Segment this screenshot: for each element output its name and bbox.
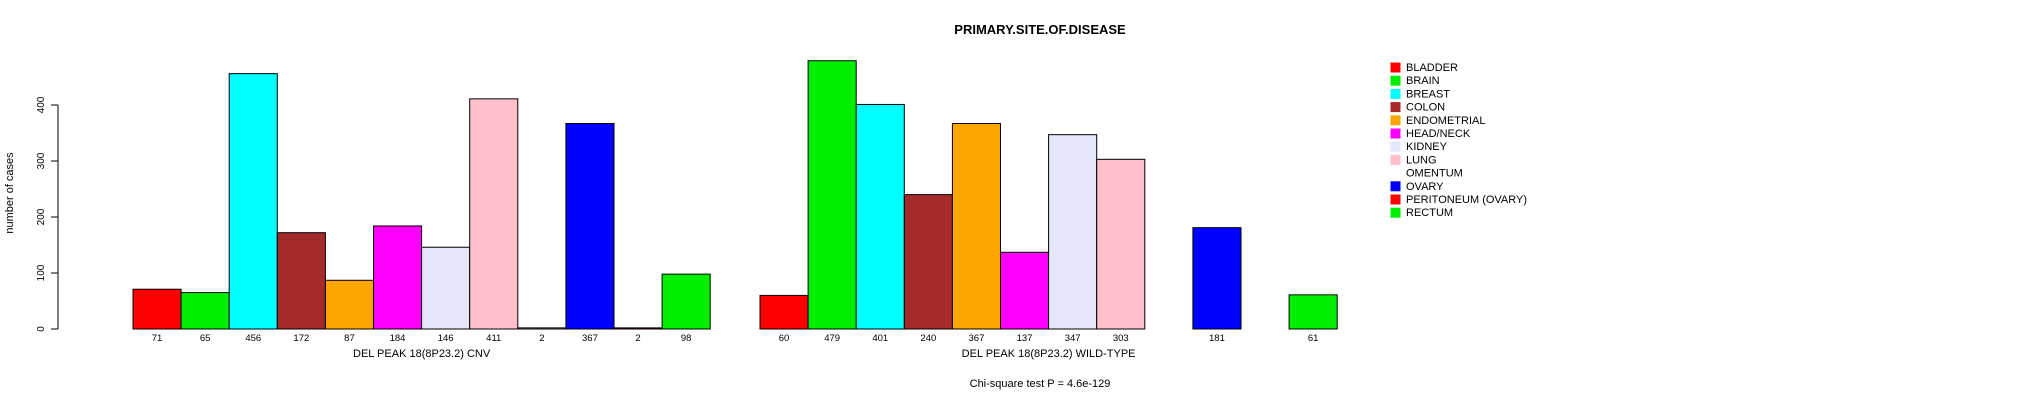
y-tick-label: 400 — [36, 96, 47, 113]
count-label-head-neck: 137 — [1017, 333, 1033, 344]
bar-endometrial — [951, 122, 1002, 330]
bar-brain — [180, 292, 230, 330]
legend-swatch — [1390, 102, 1401, 113]
count-label-lung: 411 — [486, 333, 501, 344]
bar-ovary — [565, 122, 615, 330]
count-label-brain: 479 — [824, 333, 840, 344]
bar-ovary — [1192, 227, 1242, 330]
legend-label: LUNG — [1406, 154, 1437, 166]
panel-del-peak-18-8p23-2-wild-type: 60 479 401 240 367 137 347 303 181 61 DEL PEAK 18(… — [759, 60, 1338, 360]
bar-rectum — [1288, 294, 1338, 330]
bar-kidney — [1048, 134, 1098, 330]
count-label-bladder: 71 — [152, 333, 163, 344]
legend-label: RECTUM — [1406, 207, 1453, 219]
legend-item-breast: BREAST — [1390, 88, 1450, 100]
count-label-kidney: 347 — [1065, 333, 1081, 344]
y-axis: 0 100 200 300 400 — [36, 96, 59, 332]
count-label-colon: 240 — [920, 333, 936, 344]
legend-item-endometrial: ENDOMETRIAL — [1390, 115, 1485, 127]
count-label-colon: 172 — [293, 333, 309, 344]
y-tick-label: 300 — [36, 152, 47, 169]
legend-swatch — [1390, 115, 1401, 126]
legend-item-head-neck: HEAD/NECK — [1390, 128, 1471, 140]
bar-colon — [276, 232, 326, 330]
legend-label: HEAD/NECK — [1406, 128, 1471, 140]
legend-label: OMENTUM — [1406, 168, 1463, 180]
y-axis-label: number of cases — [4, 152, 16, 234]
y-tick-label: 0 — [36, 326, 47, 332]
legend-swatch — [1390, 75, 1401, 86]
count-label-rectum: 98 — [681, 333, 692, 344]
legend-swatch — [1391, 168, 1400, 178]
chart-title: PRIMARY.SITE.OF.DISEASE — [954, 22, 1126, 37]
count-label-peritoneum-ovary: 2 — [635, 333, 640, 344]
legend-label: ENDOMETRIAL — [1406, 115, 1485, 127]
count-label-bladder: 60 — [779, 333, 790, 344]
bar-bladder — [132, 288, 182, 330]
chi-square-footnote: Chi-square test P = 4.6e-129 — [970, 378, 1111, 390]
legend-item-lung: LUNG — [1390, 154, 1437, 166]
legend-swatch — [1390, 207, 1401, 218]
legend-swatch — [1390, 181, 1401, 192]
y-tick-label: 200 — [36, 208, 47, 225]
bar-bladder — [759, 294, 809, 330]
count-label-breast: 456 — [245, 333, 261, 344]
bar-rectum — [661, 273, 711, 330]
legend-item-peritoneum-ovary: PERITONEUM (OVARY) — [1390, 194, 1527, 206]
bar-lung — [1096, 158, 1146, 330]
legend-item-omentum: OMENTUM — [1391, 168, 1463, 180]
count-label-endometrial: 87 — [344, 333, 355, 344]
legend-swatch — [1390, 128, 1401, 139]
bar-peritoneum-ovary — [613, 327, 663, 330]
bar-colon — [903, 194, 953, 330]
legend-item-bladder: BLADDER — [1390, 62, 1458, 74]
x-axis-label: DEL PEAK 18(8P23.2) CNV — [353, 348, 491, 360]
bar-lung — [469, 98, 519, 330]
count-label-ovary: 181 — [1209, 333, 1225, 344]
bar-endometrial — [324, 279, 374, 330]
legend-swatch — [1390, 62, 1401, 73]
count-label-omentum: 2 — [539, 333, 544, 344]
count-label-kidney: 146 — [438, 333, 454, 344]
legend-swatch — [1390, 194, 1401, 205]
legend-label: OVARY — [1406, 181, 1444, 193]
legend-label: BRAIN — [1406, 75, 1440, 87]
bar-kidney — [421, 246, 471, 330]
legend-item-ovary: OVARY — [1390, 181, 1444, 193]
count-label-lung: 303 — [1113, 333, 1129, 344]
count-label-head-neck: 184 — [390, 333, 406, 344]
count-label-breast: 401 — [872, 333, 888, 344]
y-tick-label: 100 — [36, 264, 47, 281]
x-axis-label: DEL PEAK 18(8P23.2) WILD-TYPE — [962, 348, 1136, 360]
panel-del-peak-18-8p23-2-cnv: 71 65 456 172 87 184 146 411 2 367 2 98 DEL PEAK 18(… — [132, 73, 711, 360]
legend-swatch — [1390, 154, 1401, 165]
legend-label: KIDNEY — [1406, 141, 1448, 153]
count-label-endometrial: 367 — [969, 333, 985, 344]
legend-label: PERITONEUM (OVARY) — [1406, 194, 1527, 206]
count-label-rectum: 61 — [1308, 333, 1319, 344]
bar-head-neck — [373, 225, 423, 330]
legend-item-kidney: KIDNEY — [1390, 141, 1448, 153]
legend-swatch — [1390, 141, 1401, 152]
bar-breast — [855, 103, 905, 330]
count-label-brain: 65 — [200, 333, 211, 344]
bar-breast — [228, 73, 278, 330]
legend-label: COLON — [1406, 102, 1445, 114]
chart-panels: 71 65 456 172 87 184 146 411 2 367 2 98 DEL PEAK 18(… — [132, 60, 1338, 360]
bar-brain — [807, 60, 857, 330]
bar-head-neck — [1000, 251, 1050, 330]
bar-omentum — [517, 327, 567, 330]
legend-label: BLADDER — [1406, 62, 1458, 74]
legend-label: BREAST — [1406, 88, 1450, 100]
legend-item-brain: BRAIN — [1390, 75, 1440, 87]
legend-item-rectum: RECTUM — [1390, 207, 1453, 219]
legend-swatch — [1390, 88, 1401, 99]
count-label-ovary: 367 — [582, 333, 598, 344]
legend-item-colon: COLON — [1390, 102, 1445, 114]
